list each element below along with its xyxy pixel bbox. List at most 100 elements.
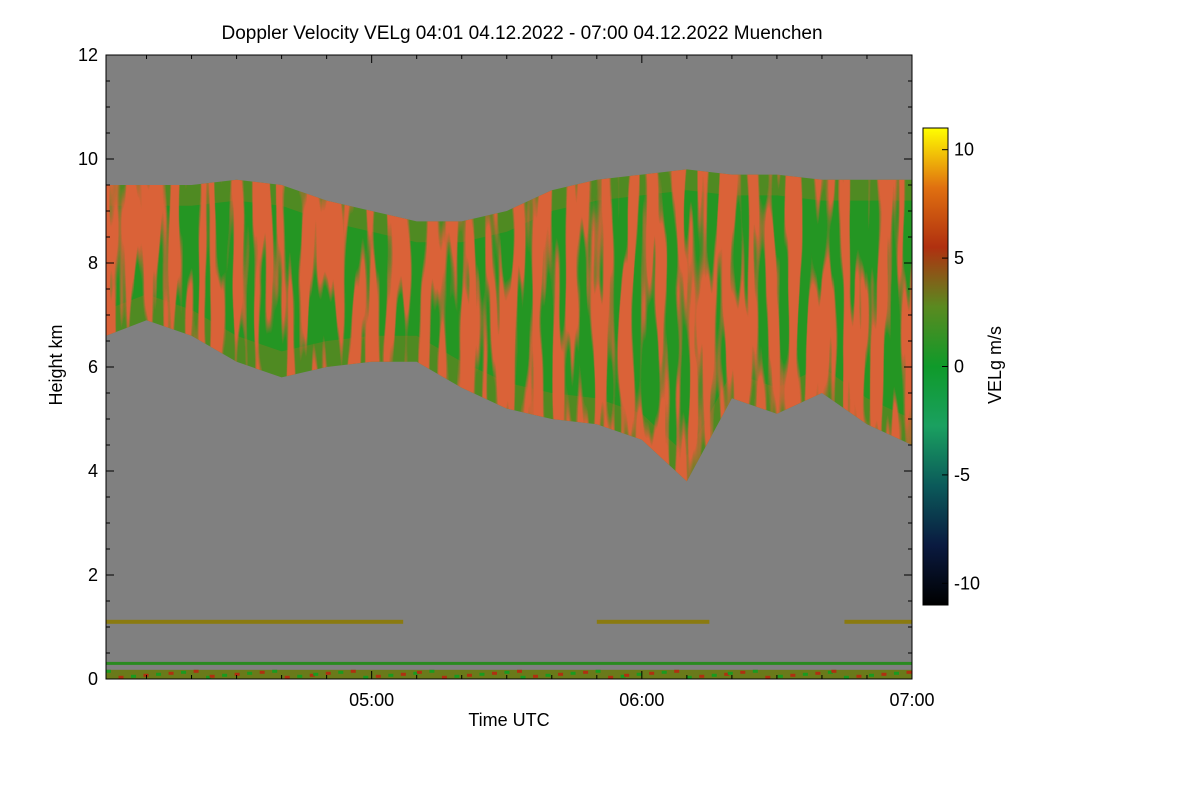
ground-clutter-speck xyxy=(545,673,551,677)
plot-area xyxy=(105,54,913,680)
colorbar-tick-label: 0 xyxy=(954,357,964,377)
colorbar-tick-label: -5 xyxy=(954,465,970,485)
ground-clutter-speck xyxy=(454,674,460,678)
y-tick-label: 8 xyxy=(88,253,98,273)
low-layer-segment xyxy=(106,619,404,624)
colorbar-ticks: 10 5 0 -5 -10 xyxy=(942,140,980,593)
ground-clutter-speck xyxy=(740,670,746,674)
ground-clutter-speck xyxy=(206,675,212,679)
ground-clutter-speck xyxy=(843,675,849,679)
ground-clutter-speck xyxy=(272,669,278,673)
ground-clutter-speck xyxy=(570,671,576,675)
ground-clutter-speck xyxy=(479,672,485,676)
ground-clutter-speck xyxy=(881,672,887,676)
ground-clutter-speck xyxy=(375,674,381,678)
ground-clutter-speck xyxy=(350,669,356,673)
ground-clutter-speck xyxy=(711,673,717,677)
ground-clutter-speck xyxy=(234,672,240,676)
ground-clutter-speck xyxy=(661,670,667,674)
cloud-layer xyxy=(106,169,912,482)
ground-clutter-speck xyxy=(686,675,692,679)
ground-clutter-speck xyxy=(674,669,680,673)
ground-clutter-speck xyxy=(466,673,472,677)
ground-clutter-speck xyxy=(520,675,526,679)
ground-clutter-speck xyxy=(815,671,821,675)
ground-clutter-speck xyxy=(325,671,331,675)
ground-clutter-speck xyxy=(363,675,369,679)
ground-clutter-speck xyxy=(441,675,447,679)
ground-clutter-speck xyxy=(827,670,833,674)
ground-clutter-speck xyxy=(284,675,290,679)
ground-clutter-speck xyxy=(777,674,783,678)
ground-clutter-speck xyxy=(297,674,303,678)
ground-clutter-speck xyxy=(168,671,174,675)
ground-clutter-speck xyxy=(247,671,253,675)
ground-clutter-speck xyxy=(856,674,862,678)
ground-clutter-speck xyxy=(517,669,522,673)
ground-clutter-speck xyxy=(156,672,162,676)
chart-title: Doppler Velocity VELg 04:01 04.12.2022 -… xyxy=(221,23,822,44)
y-tick-label: 10 xyxy=(78,149,98,169)
ground-clutter-speck xyxy=(259,670,265,674)
y-tick-label: 2 xyxy=(88,565,98,585)
ground-clutter-speck xyxy=(727,671,733,675)
ground-clutter-speck xyxy=(802,672,808,676)
ground-clutter-speck xyxy=(583,670,589,674)
ground-clutter-speck xyxy=(309,673,315,677)
ground-clutter-speck xyxy=(620,674,626,678)
colorbar-tick-label: 10 xyxy=(954,140,974,160)
ground-clutter-speck xyxy=(533,674,539,678)
ground-clutter-speck xyxy=(699,674,705,678)
ground-clutter-speck xyxy=(752,669,758,673)
ground-clutter-speck xyxy=(608,675,614,679)
x-tick-label: 07:00 xyxy=(889,690,934,710)
ground-clutter-speck xyxy=(131,674,137,678)
x-axis: 05:00 06:00 07:00 xyxy=(146,55,935,710)
ground-clutter-speck xyxy=(624,673,630,677)
ground-clutter-speck xyxy=(118,675,124,679)
x-tick-label: 06:00 xyxy=(619,690,664,710)
y-tick-label: 0 xyxy=(88,669,98,689)
ground-clutter-speck xyxy=(868,673,874,677)
ground-clutter-speck xyxy=(504,670,510,674)
ground-clutter-speck xyxy=(724,672,730,676)
colorbar-label: VELg m/s xyxy=(985,326,1005,404)
ground-clutter-speck xyxy=(558,672,564,676)
ground-clutter-speck xyxy=(388,673,394,677)
ground-clutter-speck xyxy=(181,670,187,674)
ground-clutter-speck xyxy=(636,672,642,676)
ground-clutter-speck xyxy=(893,671,899,675)
ground-clutter-speck xyxy=(222,673,228,677)
low-echo-layers xyxy=(106,619,912,679)
ground-clutter-speck xyxy=(906,670,912,674)
colorbar-tick-label: -10 xyxy=(954,573,980,593)
y-axis-label: Height km xyxy=(46,324,66,405)
ground-clutter-speck xyxy=(338,670,344,674)
ground-clutter-speck xyxy=(193,669,199,673)
ground-clutter-speck xyxy=(790,673,796,677)
ground-clutter-speck xyxy=(106,669,111,673)
ground-clutter-speck xyxy=(649,671,655,675)
colorbar-tick-label: 5 xyxy=(954,248,964,268)
ground-clutter-speck xyxy=(595,669,601,673)
ground-clutter-speck xyxy=(209,674,215,678)
x-axis-label: Time UTC xyxy=(468,710,549,730)
ground-clutter-speck xyxy=(416,670,422,674)
ground-clutter-speck xyxy=(831,669,837,673)
ground-clutter-speck xyxy=(429,669,435,673)
cloud-layer-red-streaks xyxy=(106,169,912,482)
y-tick-label: 4 xyxy=(88,461,98,481)
ground-clutter-speck xyxy=(491,671,497,675)
colorbar: 10 5 0 -5 -10 VELg m/s xyxy=(922,127,1005,606)
ground-clutter-band xyxy=(106,669,912,679)
low-layer-segment xyxy=(844,619,912,624)
low-layer-segment xyxy=(596,619,710,624)
y-tick-label: 12 xyxy=(78,45,98,65)
ground-clutter-speck xyxy=(313,672,319,676)
y-axis: 0 2 4 6 8 10 12 xyxy=(78,45,912,689)
low-layer-line xyxy=(106,661,912,665)
ground-clutter-speck xyxy=(765,675,771,679)
ground-clutter-speck xyxy=(413,671,419,675)
y-tick-label: 6 xyxy=(88,357,98,377)
